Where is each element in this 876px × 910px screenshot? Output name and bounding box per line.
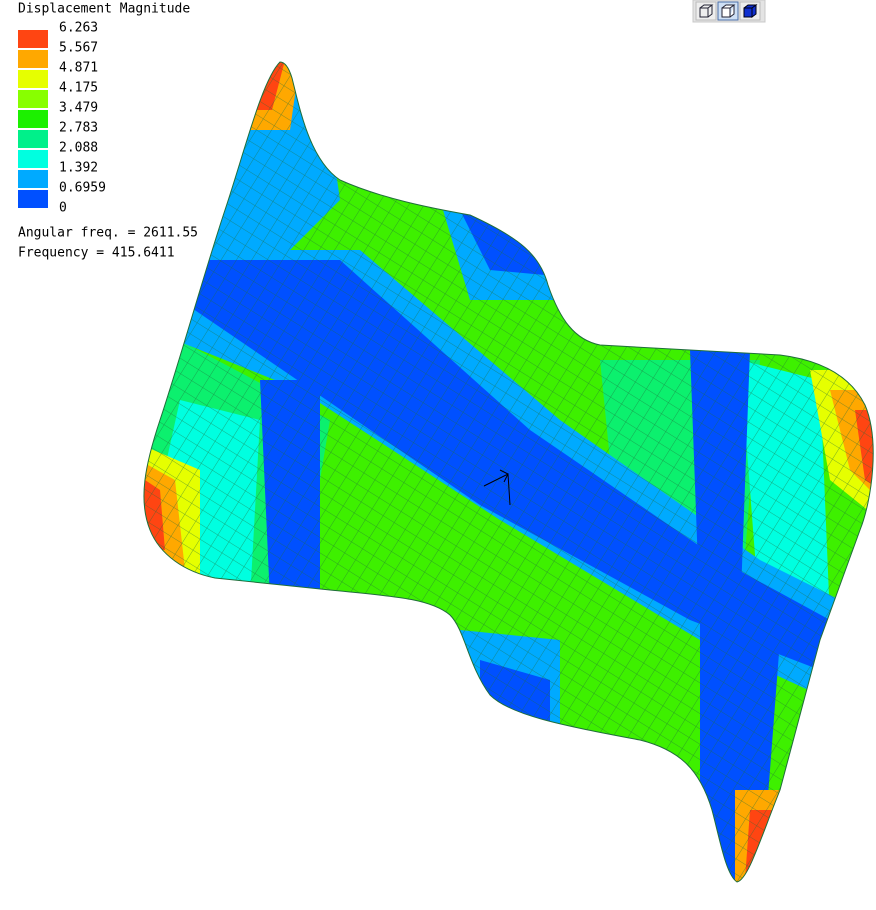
legend-label: 1.392 <box>59 161 98 176</box>
legend-label: 0 <box>59 201 67 216</box>
legend-label: 2.088 <box>59 141 98 156</box>
legend: 6.263 5.567 4.871 4.175 3.479 2.783 2.088 1.392… <box>18 21 106 216</box>
legend-label: 0.6959 <box>59 181 106 196</box>
legend-swatch <box>18 150 48 168</box>
wireframe-button[interactable] <box>695 1 717 21</box>
legend-swatch <box>18 130 48 148</box>
legend-swatch <box>18 190 48 208</box>
legend-swatch <box>18 50 48 68</box>
legend-label: 4.175 <box>59 81 98 96</box>
legend-label: 3.479 <box>59 101 98 116</box>
legend-label: 5.567 <box>59 41 98 56</box>
shaded-button[interactable] <box>739 1 761 21</box>
legend-swatch <box>18 110 48 128</box>
legend-swatch <box>18 90 48 108</box>
legend-swatch <box>18 30 48 48</box>
legend-label: 4.871 <box>59 61 98 76</box>
legend-swatch <box>18 70 48 88</box>
legend-label: 6.263 <box>59 21 98 36</box>
axis-triad <box>483 469 511 506</box>
angular-frequency: Angular freq. = 2611.55 <box>18 226 198 241</box>
view-toolbar <box>692 0 766 23</box>
legend-label: 2.783 <box>59 121 98 136</box>
hidden-line-button[interactable] <box>717 1 739 21</box>
legend-title: Displacement Magnitude <box>18 2 190 17</box>
legend-swatch <box>18 170 48 188</box>
frequency: Frequency = 415.6411 <box>18 246 175 261</box>
